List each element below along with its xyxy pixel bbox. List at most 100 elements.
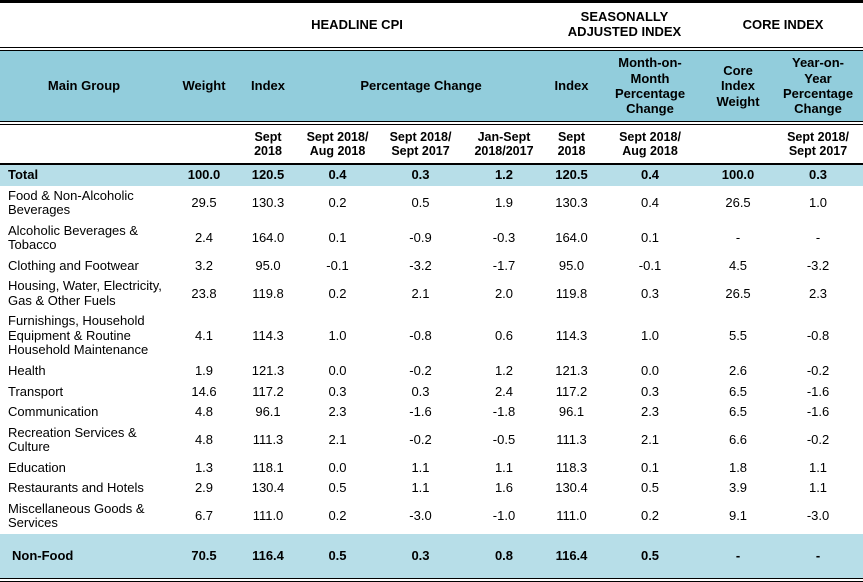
cell-index: 111.3: [252, 431, 284, 447]
cell-core-yoy-pct: -0.2: [806, 431, 830, 447]
cell-pct-sept2018-aug2018: 0.1: [328, 229, 347, 245]
subheader-sa-index-period: Sept 2018: [546, 123, 597, 165]
cell-sa-mom-pct: -0.1: [638, 257, 662, 273]
cell-sa-index: 117.2: [555, 383, 588, 399]
column-header-sa-index: Index: [546, 49, 597, 125]
column-header-main-group: Main Group: [0, 49, 168, 125]
cell-index: 114.3: [252, 327, 284, 343]
cell-core-yoy-pct: -0.2: [806, 363, 830, 379]
cell-sa-mom-pct: 2.3: [640, 404, 660, 420]
subheader-pct-sept2018-sept2017: Sept 2018/ Sept 2017: [379, 123, 462, 165]
cell-index: 130.4: [251, 480, 285, 496]
cell-sa-index: 111.0: [556, 508, 587, 524]
table-row: Alcoholic Beverages & Tobacco 2.4 164.0 0.1…: [0, 221, 863, 256]
subheader-spacer-main-group: [0, 123, 168, 165]
cell-core-yoy-pct: 1.1: [808, 459, 828, 475]
cell-core-index-weight: 26.5: [725, 194, 751, 210]
column-header-core-yoy-percentage-change: Year-on- Year Percentage Change: [773, 49, 863, 125]
cell-index: 116.4: [252, 547, 284, 563]
cell-weight: 4.8: [194, 404, 214, 420]
table-row: Transport 14.6 117.2 0.3 0.3 2.4 117.2 0.3 6.5 -1…: [0, 382, 863, 403]
cell-sa-mom-pct: 0.4: [640, 194, 660, 210]
cell-pct-jansept-2018-2017: -1.8: [492, 404, 516, 420]
cell-index: 130.3: [251, 194, 285, 210]
cell-sa-mom-pct: 0.1: [640, 229, 660, 245]
table-row: Housing, Water, Electricity, Gas & Other…: [0, 276, 863, 311]
table-body: Total 100.0 120.5 0.4 0.3 1.2 120.5 0.4 100.0 0.3…: [0, 164, 863, 581]
cell-pct-jansept-2018-2017: -0.3: [492, 229, 516, 245]
cell-core-yoy-pct: -: [815, 229, 821, 245]
row-label: Transport: [8, 383, 64, 399]
cell-core-index-weight: 9.1: [728, 508, 748, 524]
cell-core-yoy-pct: -1.6: [806, 404, 830, 420]
cell-index: 111.0: [252, 508, 284, 524]
headline-cpi-title: HEADLINE CPI: [168, 1, 546, 51]
cell-pct-jansept-2018-2017: 2.4: [494, 383, 514, 399]
cell-pct-jansept-2018-2017: 1.2: [494, 363, 514, 379]
cell-core-index-weight: 6.6: [728, 431, 748, 447]
row-label: Furnishings, Household Equipment & Routi…: [8, 313, 149, 358]
cell-pct-sept2018-sept2017: 0.5: [411, 194, 430, 210]
cell-sa-mom-pct: 1.0: [640, 327, 660, 343]
cell-pct-jansept-2018-2017: 0.6: [494, 327, 514, 343]
cell-core-yoy-pct: -3.2: [806, 257, 830, 273]
cell-pct-sept2018-aug2018: 1.0: [328, 327, 347, 343]
cell-sa-mom-pct: 2.1: [640, 431, 660, 447]
cell-weight: 100.0: [187, 167, 221, 182]
cell-sa-mom-pct: 0.5: [640, 480, 660, 496]
cell-pct-sept2018-sept2017: -3.2: [409, 257, 432, 273]
cell-sa-index: 118.3: [555, 459, 588, 475]
table-row: Restaurants and Hotels 2.9 130.4 0.5 1.1 1.6 1…: [0, 478, 863, 499]
cell-pct-sept2018-sept2017: 1.1: [411, 459, 430, 475]
cell-core-index-weight: -: [735, 547, 741, 563]
row-label: Restaurants and Hotels: [8, 480, 144, 496]
cell-pct-sept2018-aug2018: 2.1: [328, 431, 347, 447]
column-header-index: Index: [240, 49, 296, 125]
cell-pct-sept2018-sept2017: 0.3: [411, 383, 430, 399]
cell-core-yoy-pct: 1.0: [808, 194, 828, 210]
cell-core-yoy-pct: 2.3: [808, 285, 828, 301]
row-label: Communication: [8, 404, 99, 420]
section-titles-row: HEADLINE CPI SEASONALLY ADJUSTED INDEX C…: [0, 1, 863, 51]
period-subheader-row: Sept 2018 Sept 2018/ Aug 2018 Sept 2018/…: [0, 123, 863, 165]
table-row: Food & Non-Alcoholic Beverages 29.5 130.3 0…: [0, 186, 863, 221]
cell-index: 119.8: [252, 285, 284, 301]
cell-core-index-weight: 6.5: [728, 383, 748, 399]
table-row: Health 1.9 121.3 0.0 -0.2 1.2 121.3 0.0 2.6 -0.2: [0, 361, 863, 382]
cell-pct-sept2018-aug2018: 0.2: [328, 508, 347, 524]
subheader-spacer-weight: [168, 123, 240, 165]
cell-pct-jansept-2018-2017: 1.9: [494, 194, 514, 210]
cell-sa-index: 114.3: [555, 327, 588, 343]
cell-pct-sept2018-aug2018: 2.3: [328, 404, 347, 420]
table-row: Communication 4.8 96.1 2.3 -1.6 -1.8 96.1 2.3 6.…: [0, 402, 863, 423]
cell-pct-sept2018-sept2017: 0.3: [411, 167, 430, 182]
cell-sa-index: 116.4: [555, 547, 588, 563]
cell-sa-index: 130.4: [555, 480, 588, 496]
cell-pct-sept2018-aug2018: 0.5: [328, 547, 347, 563]
cell-index: 117.2: [252, 383, 284, 399]
cell-pct-jansept-2018-2017: -0.5: [492, 431, 516, 447]
cell-pct-jansept-2018-2017: -1.0: [492, 508, 516, 524]
cell-weight: 70.5: [191, 547, 217, 563]
cell-pct-sept2018-sept2017: -0.2: [409, 431, 432, 447]
table-row: Education 1.3 118.1 0.0 1.1 1.1 118.3 0.1 1.8 1.1: [0, 458, 863, 479]
column-header-row: Main Group Weight Index Percentage Chang…: [0, 49, 863, 125]
cell-pct-jansept-2018-2017: 1.6: [494, 480, 514, 496]
cell-sa-index: 119.8: [555, 285, 588, 301]
cell-pct-jansept-2018-2017: 1.2: [494, 167, 514, 182]
cell-pct-sept2018-sept2017: -0.8: [409, 327, 432, 343]
subheader-spacer-core-weight: [703, 123, 774, 165]
cell-index: 120.5: [251, 167, 285, 182]
cell-pct-sept2018-sept2017: 2.1: [411, 285, 430, 301]
cell-pct-sept2018-aug2018: 0.5: [328, 480, 347, 496]
cell-sa-index: 164.0: [555, 229, 588, 245]
seasonally-adjusted-index-title: SEASONALLY ADJUSTED INDEX: [546, 1, 704, 51]
row-label: Total: [8, 167, 39, 182]
core-index-title: CORE INDEX: [703, 1, 863, 51]
cell-weight: 6.7: [194, 508, 214, 524]
subheader-sa-mom-period: Sept 2018/ Aug 2018: [597, 123, 704, 165]
cell-sa-index: 95.0: [558, 257, 585, 273]
cell-sa-index: 96.1: [558, 404, 585, 420]
table-row: Miscellaneous Goods & Services 6.7 111.0 0.…: [0, 499, 863, 534]
